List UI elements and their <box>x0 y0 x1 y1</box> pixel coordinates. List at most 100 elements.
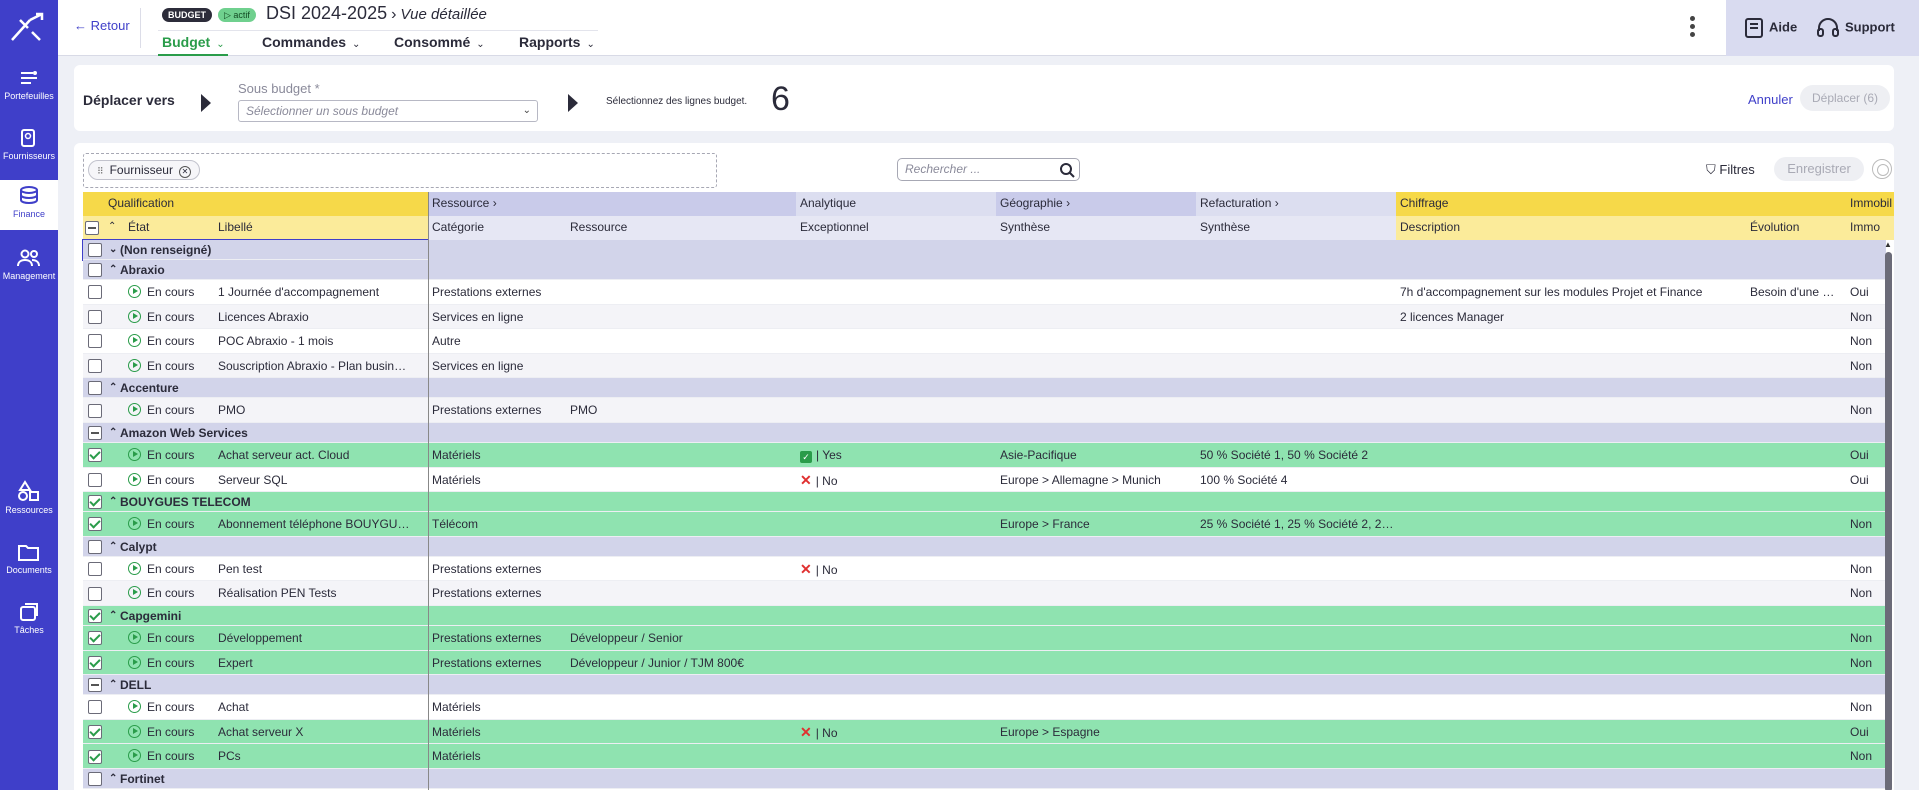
col-ressource[interactable]: Ressource <box>566 216 796 240</box>
sidebar-item-documents[interactable]: Documents <box>0 542 58 575</box>
table-row[interactable]: En cours Souscription Abraxio - Plan busi… <box>83 353 1886 379</box>
move-button[interactable]: Déplacer (6) <box>1800 85 1890 111</box>
group-row[interactable]: ⌃ DELL <box>83 675 1886 696</box>
tab-rapports[interactable]: Rapports ⌄ <box>519 34 595 50</box>
scrollbar-thumb[interactable] <box>1885 252 1892 790</box>
colgroup-qualification[interactable]: Qualification <box>104 192 428 216</box>
row-checkbox[interactable] <box>88 517 102 532</box>
group-row[interactable]: ⌃ Capgemini <box>83 606 1886 626</box>
group-row[interactable]: ⌄ (Non renseigné) <box>82 239 1886 261</box>
sub-budget-select[interactable]: Sélectionner un sous budget ⌄ <box>238 100 538 122</box>
col-description[interactable]: Description <box>1396 216 1746 240</box>
col-refact-synthese[interactable]: Synthèse <box>1196 216 1396 240</box>
row-checkbox[interactable] <box>88 700 102 715</box>
close-icon[interactable]: ✕ <box>178 166 191 178</box>
row-checkbox[interactable] <box>88 403 102 418</box>
vertical-scrollbar[interactable]: ▲ <box>1883 240 1893 790</box>
sidebar-item-taches[interactable]: Tâches <box>0 602 58 635</box>
row-checkbox[interactable] <box>88 749 102 764</box>
back-button[interactable]: ← Retour <box>74 18 130 33</box>
sidebar-item-finance[interactable]: Finance <box>0 180 58 230</box>
sidebar-item-management[interactable]: Management <box>0 248 58 281</box>
cell-etat: En cours <box>128 720 216 744</box>
col-geo-synthese[interactable]: Synthèse <box>996 216 1196 240</box>
filters-button[interactable]: ⛉ Filtres <box>1706 162 1755 177</box>
colgroup-chiffrage[interactable]: Chiffrage <box>1396 192 1846 216</box>
row-checkbox[interactable] <box>88 725 102 740</box>
sidebar-item-ressources[interactable]: Ressources <box>0 480 58 515</box>
row-checkbox[interactable] <box>88 359 102 374</box>
row-checkbox[interactable] <box>88 655 102 670</box>
row-checkbox[interactable] <box>88 448 102 463</box>
table-row[interactable]: En cours 1 Journée d'accompagnement Presta… <box>83 280 1886 305</box>
table-row[interactable]: En cours POC Abraxio - 1 mois Autre Non <box>83 329 1886 354</box>
table-row[interactable]: En cours Achat Matériels Non <box>83 695 1886 720</box>
colgroup-immobil[interactable]: Immobil <box>1846 192 1894 216</box>
table-row[interactable]: En cours Serveur SQL Matériels ✕ | No Europe … <box>83 467 1886 493</box>
support-button[interactable]: Support <box>1816 17 1895 39</box>
row-checkbox[interactable] <box>88 631 102 646</box>
row-checkbox[interactable] <box>88 495 102 510</box>
row-checkbox[interactable] <box>88 678 102 693</box>
refresh-icon[interactable] <box>1872 159 1892 179</box>
row-checkbox[interactable] <box>88 609 102 623</box>
row-checkbox[interactable] <box>88 472 102 487</box>
table-row[interactable]: En cours PMO Prestations externes PMO Non <box>83 398 1886 423</box>
drag-handle-icon[interactable]: ⠿ <box>97 166 104 176</box>
table-row[interactable]: En cours Expert Prestations externes Dévelo… <box>83 650 1886 676</box>
row-checkbox[interactable] <box>88 309 102 324</box>
col-libelle[interactable]: Libellé <box>214 216 428 240</box>
row-checkbox[interactable] <box>88 263 102 277</box>
cell-geo-synthese <box>1000 398 1196 422</box>
cancel-button[interactable]: Annuler <box>1748 92 1793 107</box>
tab-commandes[interactable]: Commandes ⌄ <box>262 34 361 50</box>
colgroup-geographie[interactable]: Géographie › <box>996 192 1196 216</box>
colgroup-refacturation[interactable]: Refacturation › <box>1196 192 1396 216</box>
select-all-checkbox[interactable] <box>85 221 99 235</box>
table-row[interactable]: En cours Licences Abraxio Services en lign… <box>83 304 1886 330</box>
row-checkbox[interactable] <box>88 334 102 349</box>
row-checkbox[interactable] <box>88 772 102 786</box>
col-exceptionnel[interactable]: Exceptionnel <box>796 216 996 240</box>
row-checkbox[interactable] <box>88 243 102 257</box>
group-row[interactable]: ⌃ Accenture <box>83 378 1886 399</box>
col-evolution[interactable]: Évolution <box>1746 216 1846 240</box>
scroll-up-icon[interactable]: ▲ <box>1884 240 1892 249</box>
group-by-dropzone[interactable]: ⠿ Fournisseur ✕ <box>83 153 717 188</box>
table-row[interactable]: En cours PCs Matériels Non <box>83 744 1886 769</box>
col-etat[interactable]: État <box>124 216 214 240</box>
group-chip-fournisseur[interactable]: ⠿ Fournisseur ✕ <box>88 160 200 180</box>
table-row[interactable]: En cours Développement Prestations externe… <box>83 626 1886 651</box>
collapse-all-icon[interactable]: ⌃ <box>104 216 124 240</box>
table-row[interactable]: En cours Achat serveur X Matériels ✕ | No Eur… <box>83 719 1886 745</box>
group-row[interactable]: ⌃ Abraxio <box>83 260 1886 280</box>
table-row[interactable]: En cours Abonnement téléphone BOUYGU… Télé… <box>83 512 1886 537</box>
row-checkbox[interactable] <box>88 381 102 396</box>
row-checkbox[interactable] <box>88 539 102 554</box>
more-menu-icon[interactable] <box>1686 14 1698 40</box>
row-checkbox[interactable] <box>88 426 102 440</box>
save-button[interactable]: Enregistrer <box>1774 157 1864 181</box>
search-icon[interactable] <box>1059 162 1075 178</box>
search-input[interactable]: Rechercher ... <box>897 158 1080 181</box>
group-row[interactable]: ⌃ Calypt <box>83 536 1886 557</box>
colgroup-analytique[interactable]: Analytique <box>796 192 996 216</box>
row-checkbox[interactable] <box>88 285 102 300</box>
tab-consomme[interactable]: Consommé ⌄ <box>394 34 485 50</box>
tab-budget[interactable]: Budget ⌄ <box>162 34 225 50</box>
group-row[interactable]: ⌃ BOUYGUES TELECOM <box>83 492 1886 513</box>
help-button[interactable]: Aide <box>1744 17 1797 39</box>
col-immo[interactable]: Immo <box>1846 216 1894 240</box>
col-categorie[interactable]: Catégorie <box>428 216 566 240</box>
table-row[interactable]: En cours Achat serveur act. Cloud Matériel… <box>83 443 1886 468</box>
row-checkbox[interactable] <box>88 586 102 601</box>
group-row[interactable]: ⌃ Fortinet <box>83 769 1886 789</box>
row-checkbox[interactable] <box>88 562 102 577</box>
group-row[interactable]: ⌃ Amazon Web Services <box>83 423 1886 443</box>
table-row[interactable]: En cours Réalisation PEN Tests Prestations… <box>83 581 1886 606</box>
table-row[interactable]: En cours Pen test Prestations externes ✕ | N… <box>83 556 1886 582</box>
colgroup-ressource[interactable]: Ressource › <box>428 192 796 216</box>
sidebar-item-fournisseurs[interactable]: Fournisseurs <box>0 128 58 161</box>
sidebar-item-portefeuilles[interactable]: Portefeuilles <box>0 68 58 101</box>
